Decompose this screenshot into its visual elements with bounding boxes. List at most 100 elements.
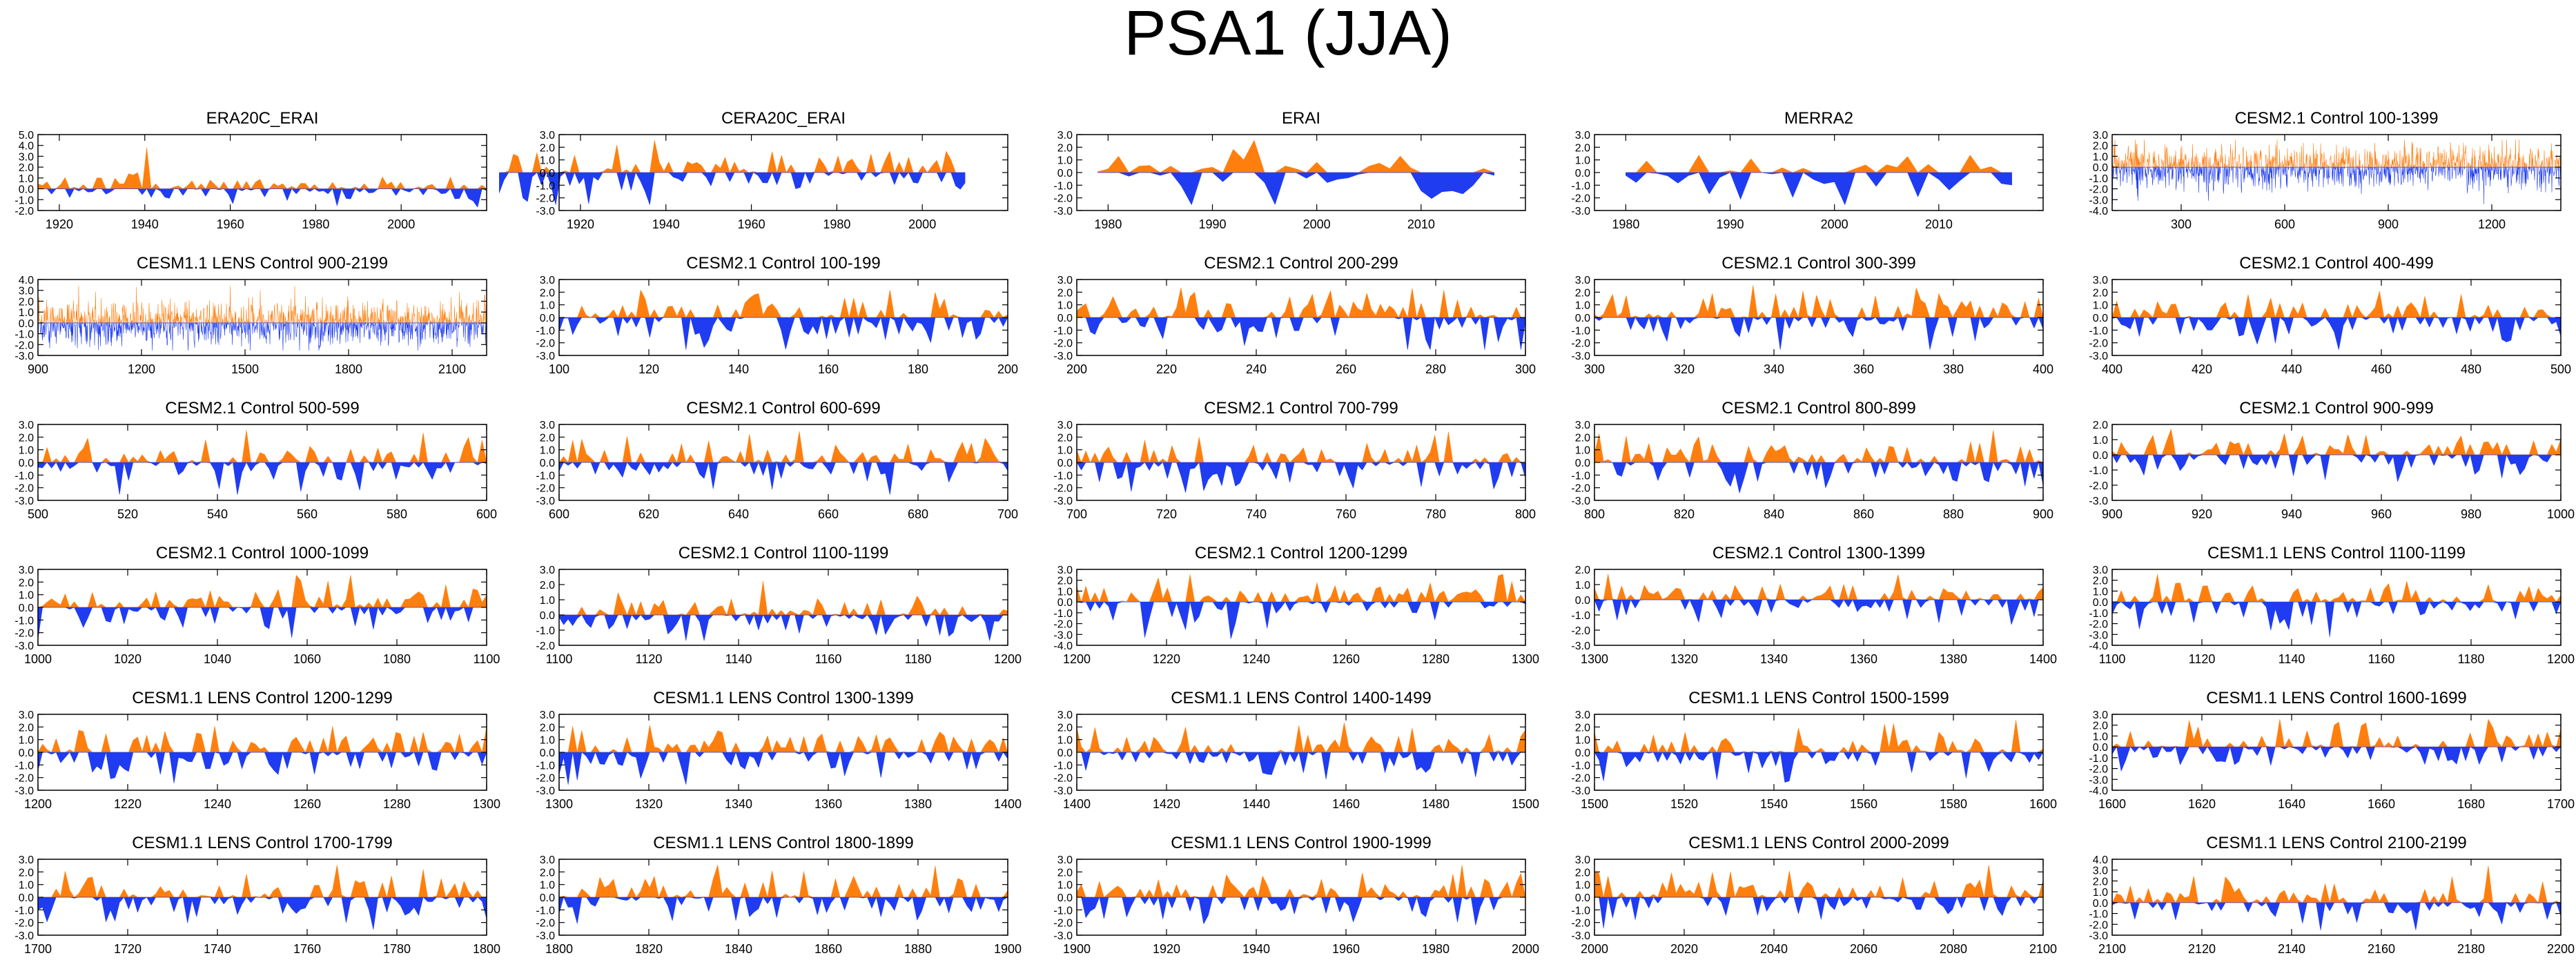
y-tick-label: 2.0 xyxy=(2093,420,2108,431)
x-tick-label: 1400 xyxy=(994,797,1022,811)
y-tick-label: 0.0 xyxy=(19,318,34,330)
x-tick-label: 1100 xyxy=(2099,652,2126,666)
x-tick-label: 1880 xyxy=(904,942,932,956)
y-tick-label: 1.0 xyxy=(1057,445,1073,457)
panel-title: CESM1.1 LENS Control 1100-1199 xyxy=(2207,544,2466,562)
y-tick-label: 1.0 xyxy=(19,880,34,892)
negative-area xyxy=(1077,897,1526,926)
y-tick-label: -3.0 xyxy=(536,785,555,797)
y-tick-label: -2.0 xyxy=(1053,619,1073,631)
chart-panel-6: CESM1.1 LENS Control 900-2199 -3.0-2.0-1.… xyxy=(14,254,487,376)
chart-panel-29: CESM1.1 LENS Control 2000-2099 -3.0-2.0-1… xyxy=(1571,834,2057,956)
negative-area xyxy=(37,897,487,930)
positive-area xyxy=(2111,428,2562,456)
y-tick-label: 3.0 xyxy=(1575,420,1590,431)
y-tick-label: -1.0 xyxy=(2089,465,2108,477)
x-tick-label: 300 xyxy=(1584,362,1605,376)
chart-panel-28: CESM1.1 LENS Control 1900-1999 -3.0-2.0-1… xyxy=(1053,834,1539,956)
x-tick-label: 1960 xyxy=(1332,942,1360,956)
x-tick-label: 1480 xyxy=(1422,797,1450,811)
x-tick-label: 1940 xyxy=(1242,942,1270,956)
y-tick-label: 0.0 xyxy=(19,892,34,904)
x-tick-label: 900 xyxy=(28,362,48,376)
y-tick-label: -1.0 xyxy=(14,195,34,206)
x-tick-label: 300 xyxy=(2171,217,2192,231)
y-tick-label: 0.0 xyxy=(2093,162,2108,174)
y-tick-label: -2.0 xyxy=(2089,619,2108,631)
y-tick-label: 1.0 xyxy=(2093,151,2108,163)
y-tick-label: -1.0 xyxy=(14,470,34,482)
y-tick-label: -1.0 xyxy=(536,180,555,192)
y-tick-label: -3.0 xyxy=(2089,629,2108,641)
y-tick-label: 0.0 xyxy=(1575,458,1590,469)
y-tick-label: 1.0 xyxy=(1575,300,1590,312)
panel-title: CESM1.1 LENS Control 1900-1999 xyxy=(1171,834,1432,852)
positive-area xyxy=(1594,574,2044,600)
x-tick-label: 2100 xyxy=(2029,942,2057,956)
y-tick-label: 4.0 xyxy=(19,275,34,286)
y-tick-label: 1.0 xyxy=(540,155,555,167)
y-tick-label: -2.0 xyxy=(1571,483,1590,495)
positive-area xyxy=(2111,718,2562,747)
negative-area xyxy=(2111,902,2562,930)
x-tick-label: 1240 xyxy=(204,797,231,811)
x-tick-label: 1400 xyxy=(2029,652,2057,666)
negative-area xyxy=(558,317,1008,350)
y-tick-label: 3.0 xyxy=(540,420,555,431)
y-tick-label: 2.0 xyxy=(1575,142,1590,154)
x-tick-label: 1700 xyxy=(24,942,52,956)
x-tick-label: 1420 xyxy=(1153,797,1180,811)
x-tick-label: 760 xyxy=(1336,507,1356,521)
positive-area xyxy=(1076,574,1526,603)
y-tick-label: 2.0 xyxy=(2093,576,2108,587)
x-tick-label: 1200 xyxy=(2547,652,2575,666)
y-tick-label: -1.0 xyxy=(14,615,34,627)
y-tick-label: -1.0 xyxy=(1571,610,1590,622)
negative-area xyxy=(1594,897,2043,929)
x-tick-label: 900 xyxy=(2102,507,2123,521)
y-tick-label: -1.0 xyxy=(2089,173,2108,185)
chart-panel-12: CESM2.1 Control 600-699 -3.0-2.0-1.00.01.… xyxy=(536,399,1018,521)
x-tick-label: 540 xyxy=(207,507,228,521)
x-tick-label: 1160 xyxy=(815,652,842,666)
y-tick-label: 0.0 xyxy=(2093,898,2108,910)
x-tick-label: 1300 xyxy=(473,797,500,811)
panel-title: CESM1.1 LENS Control 1600-1699 xyxy=(2206,689,2467,707)
x-tick-label: 1060 xyxy=(293,652,321,666)
y-tick-label: -1.0 xyxy=(536,470,555,482)
y-tick-label: 1.0 xyxy=(1057,735,1073,747)
x-tick-label: 1120 xyxy=(2189,652,2216,666)
x-tick-label: 1280 xyxy=(1422,652,1450,666)
plot-frame xyxy=(37,279,487,356)
x-tick-label: 1100 xyxy=(546,652,573,666)
positive-area xyxy=(38,430,487,463)
y-tick-label: 1.0 xyxy=(19,307,34,319)
y-tick-label: 1.0 xyxy=(1057,155,1073,167)
y-tick-label: -1.0 xyxy=(1053,180,1073,192)
y-tick-label: -2.0 xyxy=(1053,338,1073,350)
y-tick-label: -3.0 xyxy=(536,351,555,362)
y-tick-label: 3.0 xyxy=(19,151,34,163)
chart-panel-25: CESM1.1 LENS Control 1600-1699 -4.0-3.0-2… xyxy=(2089,689,2575,811)
y-tick-label: 2.0 xyxy=(2093,141,2108,153)
x-tick-label: 1920 xyxy=(567,217,594,231)
panel-title: CESM2.1 Control 400-499 xyxy=(2239,254,2433,273)
y-tick-label: -2.0 xyxy=(1571,625,1590,637)
y-tick-label: -2.0 xyxy=(536,918,555,930)
y-tick-label: 3.0 xyxy=(1575,854,1590,866)
x-tick-label: 580 xyxy=(387,507,407,521)
panel-title: CESM2.1 Control 1200-1299 xyxy=(1195,544,1407,562)
negative-area xyxy=(2111,601,2562,638)
y-tick-label: -3.0 xyxy=(1571,496,1590,507)
y-tick-label: 2.0 xyxy=(2093,721,2108,732)
positive-area xyxy=(559,289,1008,318)
y-tick-label: -1.0 xyxy=(536,760,555,772)
chart-panel-9: CESM2.1 Control 300-399 -3.0-2.0-1.00.01.… xyxy=(1571,254,2053,376)
y-tick-label: -4.0 xyxy=(1053,640,1073,652)
chart-panel-8: CESM2.1 Control 200-299 -3.0-2.0-1.00.01.… xyxy=(1053,254,1536,376)
x-tick-label: 1800 xyxy=(545,942,573,956)
x-tick-label: 380 xyxy=(1943,362,1964,376)
y-tick-label: 1.0 xyxy=(1575,445,1590,457)
positive-area xyxy=(558,431,1008,463)
panel-title: CESM1.1 LENS Control 1300-1399 xyxy=(653,689,914,707)
